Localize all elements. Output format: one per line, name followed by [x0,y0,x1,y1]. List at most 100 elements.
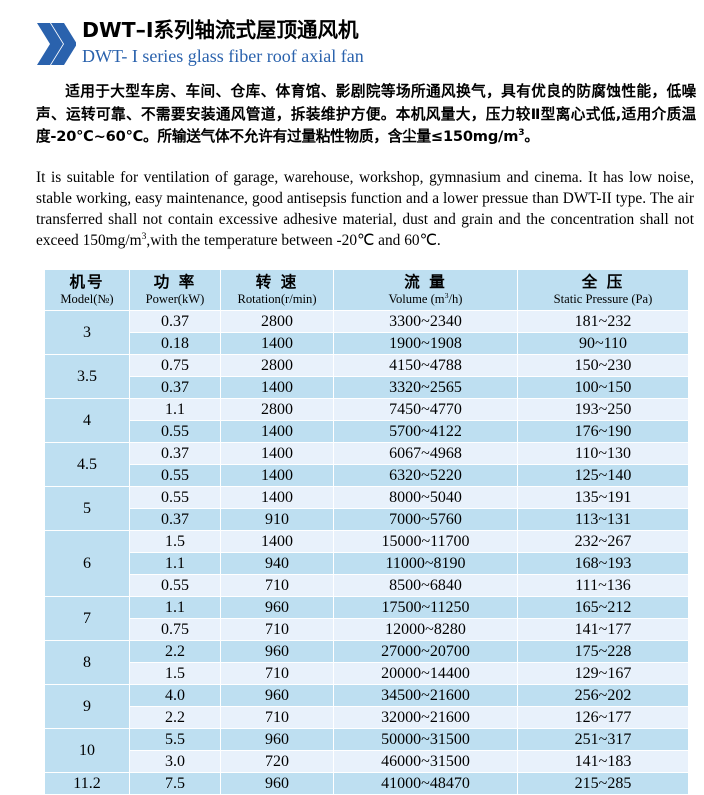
table-row: 2.2 710 32000~21600 126~177 [45,706,688,728]
table-row: 4 1.1 2800 7450~4770 193~250 [45,398,688,442]
cell-power: 0.55 [130,574,220,596]
cell-pressure: 150~230 [518,354,688,376]
cell-power: 0.75 [130,618,220,640]
cell-power: 1.1 [130,398,220,420]
cell-power: 2.2 [130,640,220,662]
cell-volume: 5700~4122 [334,420,517,442]
column-header-pressure-cn: 全 压 [581,272,625,291]
table-row: 8 2.2 960 27000~20700 175~228 [45,640,688,684]
cell-rotation: 1400 [221,442,333,464]
table-row: 3.5 0.75 2800 4150~4788 150~230 [45,354,688,398]
column-header-volume-en: Volume (m3/h) [388,290,463,306]
cell-pressure: 125~140 [518,464,688,486]
cell-pressure: 256~202 [518,684,688,706]
table-row: 0.75 710 12000~8280 141~177 [45,618,688,640]
cell-pressure: 141~177 [518,618,688,640]
cell-volume: 41000~48470 [334,772,517,794]
cell-pressure: 126~177 [518,706,688,728]
table-row: 6 1.5 1400 15000~11700 232~267 [45,530,688,596]
cell-volume: 8500~6840 [334,574,517,596]
cell-rotation: 1400 [221,420,333,442]
column-header-rotation: 转 速 Rotation(r/min) [221,269,333,310]
spec-table-head: 机号 Model(№) 功 率 Power(kW) 转 速 Rotation(r… [45,269,688,310]
cell-power: 0.55 [130,420,220,442]
cell-rotation: 960 [221,684,333,706]
page-title-cn: DWT–Ⅰ系列轴流式屋顶通风机 [82,18,359,42]
cell-pressure: 90~110 [518,332,688,354]
cell-volume: 8000~5040 [334,486,517,508]
cell-pressure: 141~183 [518,750,688,772]
cell-rotation: 710 [221,706,333,728]
cell-pressure: 251~317 [518,728,688,750]
description-paragraph-en-text: It is suitable for ventilation of garage… [36,168,694,249]
double-chevron-right-icon [36,21,77,67]
cell-volume: 7450~4770 [334,398,517,420]
column-header-model-en: Model(№) [60,291,114,306]
cell-model: 6 [45,530,129,596]
cell-volume: 32000~21600 [334,706,517,728]
cell-power: 5.5 [130,728,220,750]
cell-rotation: 960 [221,640,333,662]
column-header-volume: 流 量 Volume (m3/h) [334,269,517,310]
table-row: 3 0.37 2800 3300~2340 181~232 [45,310,688,354]
cell-power: 3.0 [130,750,220,772]
cell-model: 3 [45,310,129,354]
cell-power: 0.75 [130,354,220,376]
cell-volume: 34500~21600 [334,684,517,706]
cell-pressure: 176~190 [518,420,688,442]
cell-power: 0.55 [130,464,220,486]
table-row: 0.55 1400 6320~5220 125~140 [45,464,688,486]
table-row: 5 0.55 1400 8000~5040 135~191 [45,486,688,530]
page-title-en: DWT- I series glass fiber roof axial fan [82,46,364,66]
spec-table-header-row: 机号 Model(№) 功 率 Power(kW) 转 速 Rotation(r… [45,269,688,310]
cell-power: 7.5 [130,772,220,794]
cell-volume: 7000~5760 [334,508,517,530]
cell-model: 4 [45,398,129,442]
cell-power: 4.0 [130,684,220,706]
description-paragraph-en: It is suitable for ventilation of garage… [36,167,694,251]
cell-volume: 6067~4968 [334,442,517,464]
table-row: 3.0 720 46000~31500 141~183 [45,750,688,772]
table-row: 0.55 1400 5700~4122 176~190 [45,420,688,442]
table-row: 0.37 910 7000~5760 113~131 [45,508,688,530]
cell-pressure: 129~167 [518,662,688,684]
table-row: 11.2 7.5 960 41000~48470 215~285 [45,772,688,794]
cell-power: 0.37 [130,508,220,530]
cell-rotation: 710 [221,574,333,596]
cell-rotation: 960 [221,772,333,794]
table-row: 1.1 940 11000~8190 168~193 [45,552,688,574]
cell-rotation: 710 [221,618,333,640]
cell-power: 2.2 [130,706,220,728]
page-header: DWT–Ⅰ系列轴流式屋顶通风机 DWT- I series glass fibe… [0,0,704,67]
cell-power: 1.5 [130,662,220,684]
cell-model: 8 [45,640,129,684]
cell-rotation: 960 [221,596,333,618]
column-header-power: 功 率 Power(kW) [130,269,220,310]
cell-volume: 3320~2565 [334,376,517,398]
cell-rotation: 720 [221,750,333,772]
column-header-pressure: 全 压 Static Pressure (Pa) [518,269,688,310]
cell-pressure: 111~136 [518,574,688,596]
cell-pressure: 165~212 [518,596,688,618]
cell-rotation: 1400 [221,376,333,398]
cell-volume: 15000~11700 [334,530,517,552]
cell-volume: 1900~1908 [334,332,517,354]
table-row: 0.55 710 8500~6840 111~136 [45,574,688,596]
cell-rotation: 1400 [221,332,333,354]
column-header-rotation-cn: 转 速 [255,272,299,291]
cell-power: 1.1 [130,596,220,618]
cell-pressure: 168~193 [518,552,688,574]
table-row: 4.5 0.37 1400 6067~4968 110~130 [45,442,688,486]
cell-model: 3.5 [45,354,129,398]
cell-power: 0.37 [130,442,220,464]
column-header-volume-cn: 流 量 [404,272,447,291]
cell-pressure: 215~285 [518,772,688,794]
cell-model: 5 [45,486,129,530]
cell-model: 10 [45,728,129,772]
cell-pressure: 110~130 [518,442,688,464]
cell-rotation: 1400 [221,486,333,508]
spec-table-container: 机号 Model(№) 功 率 Power(kW) 转 速 Rotation(r… [44,268,689,795]
cell-volume: 20000~14400 [334,662,517,684]
cell-volume: 50000~31500 [334,728,517,750]
